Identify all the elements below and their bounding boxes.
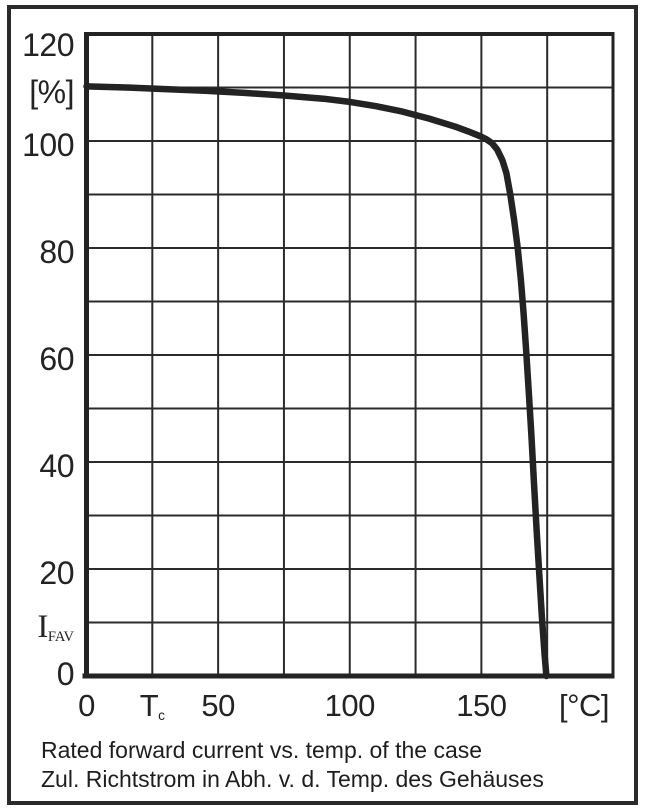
figure-caption: Rated forward current vs. temp. of the c… bbox=[41, 736, 544, 794]
derating-curve bbox=[83, 83, 550, 680]
x-tick-label: 0 bbox=[78, 688, 95, 723]
figure-border bbox=[7, 5, 638, 805]
caption-german: Zul. Richtstrom in Abh. v. d. Temp. des … bbox=[41, 766, 544, 792]
y-axis-quantity-symbol: IFAV bbox=[37, 608, 74, 645]
y-tick-label: 20 bbox=[39, 555, 74, 591]
x-tick-label: 100 bbox=[324, 688, 376, 723]
y-tick-label: 40 bbox=[39, 448, 74, 484]
x-axis-quantity-symbol: Tc bbox=[139, 688, 165, 723]
y-tick-label: [%] bbox=[29, 73, 74, 110]
y-tick-label: 60 bbox=[39, 341, 74, 377]
y-tick-label: 100 bbox=[22, 127, 74, 163]
y-tick-label: 80 bbox=[39, 234, 74, 270]
x-tick-label: 50 bbox=[201, 688, 235, 723]
y-tick-label: 120 bbox=[22, 27, 74, 63]
x-tick-label: [°C] bbox=[559, 688, 610, 723]
caption-english: Rated forward current vs. temp. of the c… bbox=[41, 737, 483, 763]
y-tick-label: 0 bbox=[56, 656, 75, 692]
x-tick-label: 150 bbox=[456, 688, 507, 723]
